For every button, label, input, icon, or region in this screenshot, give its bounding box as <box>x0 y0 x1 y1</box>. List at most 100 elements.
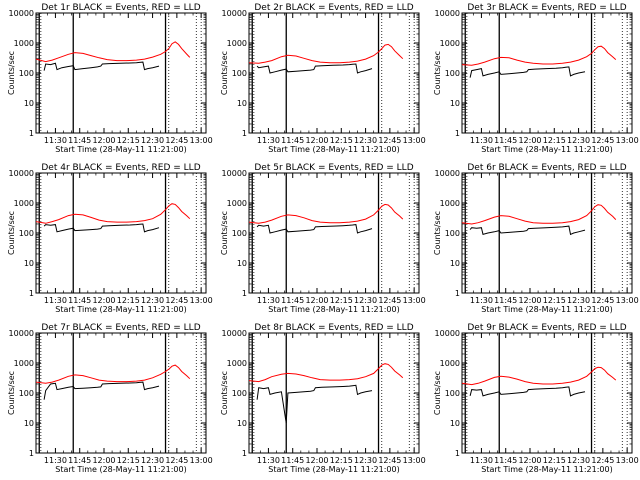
y-axis-label: Counts/sec <box>7 51 16 95</box>
y-tick-label: 1000 <box>227 39 247 48</box>
y-tick-label: 1000 <box>14 39 34 48</box>
y-tick-label: 10000 <box>9 9 34 18</box>
panel-title: Det 5r BLACK = Events, RED = LLD <box>254 163 413 173</box>
x-tick-label: 13:00 <box>616 456 639 465</box>
x-tick-label: 11:30 <box>257 296 280 305</box>
x-axis-label: Start Time (28-May-11 11:21:00) <box>481 305 612 314</box>
x-tick-label: 11:45 <box>281 296 304 305</box>
x-tick-label: 13:00 <box>403 136 426 145</box>
series-line-lld <box>35 364 191 384</box>
y-tick-label: 10000 <box>435 9 460 18</box>
plot-frame <box>248 172 420 294</box>
panel-title: Det 4r BLACK = Events, RED = LLD <box>41 163 200 173</box>
x-tick-label: 11:30 <box>44 456 67 465</box>
panel-4: Det 4r BLACK = Events, RED = LLD 1 10 100 10… <box>7 163 213 314</box>
series-line-lld <box>248 363 404 383</box>
x-tick-label: 12:15 <box>543 296 566 305</box>
y-tick-label: 100 <box>19 229 34 238</box>
plot-frame <box>35 332 207 454</box>
y-axis-label: Counts/sec <box>7 211 16 255</box>
y-tick-label: 10 <box>450 419 460 428</box>
y-tick-label: 1 <box>29 449 34 458</box>
series-line-events <box>469 386 586 397</box>
x-tick-label: 12:30 <box>354 296 377 305</box>
x-tick-label: 11:30 <box>44 136 67 145</box>
x-tick-label: 12:15 <box>117 456 140 465</box>
y-tick-label: 10 <box>237 99 247 108</box>
plot-frame <box>35 12 207 134</box>
series-line-events <box>256 384 373 424</box>
panel-title: Det 6r BLACK = Events, RED = LLD <box>467 163 626 173</box>
x-tick-label: 11:45 <box>281 136 304 145</box>
x-tick-label: 11:45 <box>68 136 91 145</box>
panel-title: Det 8r BLACK = Events, RED = LLD <box>254 323 413 333</box>
y-tick-label: 1000 <box>440 39 460 48</box>
x-tick-label: 13:00 <box>616 136 639 145</box>
x-tick-label: 12:30 <box>141 456 164 465</box>
series-line-lld <box>248 43 404 64</box>
x-tick-label: 12:45 <box>591 456 614 465</box>
x-axis-label: Start Time (28-May-11 11:21:00) <box>481 145 612 154</box>
x-tick-label: 12:00 <box>518 136 541 145</box>
y-tick-label: 10000 <box>222 169 247 178</box>
x-tick-label: 11:45 <box>68 456 91 465</box>
x-tick-label: 12:30 <box>141 136 164 145</box>
x-tick-label: 12:30 <box>567 456 590 465</box>
series-line-events <box>43 381 160 400</box>
x-axis-label: Start Time (28-May-11 11:21:00) <box>268 305 399 314</box>
series-line-lld <box>35 41 191 63</box>
series-line-lld <box>461 366 617 386</box>
series-line-lld <box>35 203 191 224</box>
y-tick-label: 1000 <box>227 199 247 208</box>
series-line-events <box>256 63 373 74</box>
x-axis-label: Start Time (28-May-11 11:21:00) <box>55 145 186 154</box>
x-axis-label: Start Time (28-May-11 11:21:00) <box>55 465 186 474</box>
x-tick-label: 11:30 <box>257 456 280 465</box>
x-tick-label: 12:00 <box>305 296 328 305</box>
x-tick-label: 12:30 <box>354 456 377 465</box>
x-tick-label: 12:45 <box>378 456 401 465</box>
y-axis-label: Counts/sec <box>220 51 229 95</box>
y-tick-label: 100 <box>445 229 460 238</box>
x-tick-label: 12:15 <box>330 136 353 145</box>
x-tick-label: 11:30 <box>470 296 493 305</box>
panel-title: Det 9r BLACK = Events, RED = LLD <box>467 323 626 333</box>
y-tick-label: 100 <box>445 389 460 398</box>
y-tick-label: 10 <box>237 419 247 428</box>
y-tick-label: 10 <box>24 99 34 108</box>
plot-frame <box>461 332 633 454</box>
x-tick-label: 13:00 <box>616 296 639 305</box>
y-axis-label: Counts/sec <box>7 371 16 415</box>
x-tick-label: 12:00 <box>92 136 115 145</box>
y-tick-label: 10000 <box>222 329 247 338</box>
x-tick-label: 12:30 <box>567 136 590 145</box>
series-line-lld <box>461 204 617 225</box>
x-tick-label: 11:45 <box>494 456 517 465</box>
y-tick-label: 1 <box>29 289 34 298</box>
y-tick-label: 10000 <box>9 329 34 338</box>
panel-5: Det 5r BLACK = Events, RED = LLD 1 10 100 10… <box>220 163 426 314</box>
x-tick-label: 11:30 <box>257 136 280 145</box>
y-tick-label: 100 <box>232 389 247 398</box>
x-axis-label: Start Time (28-May-11 11:21:00) <box>55 305 186 314</box>
x-tick-label: 11:30 <box>470 456 493 465</box>
x-tick-label: 12:00 <box>92 456 115 465</box>
y-tick-label: 10 <box>24 259 34 268</box>
series-line-lld <box>248 203 404 224</box>
x-tick-label: 12:45 <box>378 136 401 145</box>
x-tick-label: 12:15 <box>330 456 353 465</box>
panel-7: Det 7r BLACK = Events, RED = LLD 1 10 100 10… <box>7 323 213 474</box>
x-tick-label: 12:00 <box>305 136 328 145</box>
panel-title: Det 1r BLACK = Events, RED = LLD <box>41 3 200 13</box>
plot-frame <box>248 12 420 134</box>
y-tick-label: 1 <box>242 289 247 298</box>
panel-title: Det 7r BLACK = Events, RED = LLD <box>41 323 200 333</box>
panel-9: Det 9r BLACK = Events, RED = LLD 1 10 100 10… <box>433 323 639 474</box>
x-tick-label: 11:30 <box>44 296 67 305</box>
y-tick-label: 1 <box>455 449 460 458</box>
x-tick-label: 12:45 <box>165 136 188 145</box>
y-tick-label: 100 <box>19 69 34 78</box>
x-tick-label: 12:30 <box>354 136 377 145</box>
x-tick-label: 12:30 <box>567 296 590 305</box>
y-tick-label: 1000 <box>14 359 34 368</box>
